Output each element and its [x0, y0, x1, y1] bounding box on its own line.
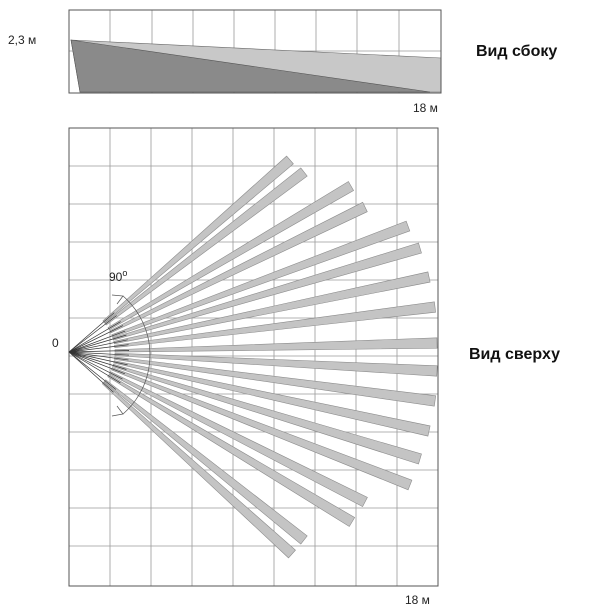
fan-line: [68, 325, 124, 353]
fan-line: [68, 344, 129, 353]
fan-line: [68, 330, 126, 353]
side-view-height-label: 2,3 м: [8, 33, 36, 47]
detection-beam: [103, 379, 308, 545]
detection-beam: [111, 220, 411, 338]
detection-beam: [111, 367, 413, 491]
top-view-panel: 90o 0 18 м Вид сверху: [52, 127, 560, 607]
detection-beam: [102, 155, 294, 324]
detection-beam: [113, 271, 431, 345]
fan-line: [68, 351, 129, 361]
fan-line: [68, 351, 117, 390]
angle-arrow-bottom: [111, 405, 124, 417]
side-view-distance-label: 18 м: [413, 101, 438, 115]
detection-beam: [107, 374, 356, 527]
angle-degree-mark: o: [122, 268, 127, 278]
angle-value: 90: [109, 270, 123, 284]
fan-line: [68, 351, 126, 375]
detection-beam: [112, 363, 422, 465]
detection-beam: [109, 371, 368, 508]
detection-beam: [109, 201, 368, 334]
top-view-distance-label: 18 м: [405, 593, 430, 607]
fan-line: [68, 351, 114, 393]
detection-beam: [114, 301, 436, 348]
origin-label: 0: [52, 336, 59, 350]
fan-line: [68, 321, 121, 353]
side-view-title: Вид сбоку: [476, 43, 557, 60]
detection-beam: [107, 181, 355, 331]
fan-line: [68, 351, 121, 384]
detection-beam: [101, 381, 296, 559]
detection-beam: [104, 167, 308, 326]
fan-line: [68, 351, 128, 366]
fan-line: [68, 312, 115, 353]
fan-line: [68, 334, 127, 353]
detection-beam: [114, 356, 437, 407]
top-view-title: Вид сверху: [469, 346, 560, 363]
detection-beam: [114, 352, 438, 377]
angle-label: 90o: [109, 268, 127, 284]
fan-lines: [68, 312, 130, 393]
side-view-panel: 2,3 м 18 м Вид сбоку: [8, 9, 557, 115]
top-view-frame: [68, 127, 439, 587]
fan-line: [68, 339, 128, 353]
fan-line: [68, 351, 127, 370]
side-view-lower-zone: [70, 39, 431, 93]
fan-line: [68, 350, 130, 353]
side-view-frame: [68, 9, 442, 94]
fan-line: [68, 351, 129, 356]
fan-line: [68, 351, 123, 380]
fan-line: [68, 315, 117, 353]
detection-beams: [101, 155, 438, 559]
detection-beam: [112, 242, 422, 341]
angle-arrow-top: [111, 294, 124, 305]
detection-beam: [113, 360, 431, 437]
angle-arc: [122, 295, 151, 415]
